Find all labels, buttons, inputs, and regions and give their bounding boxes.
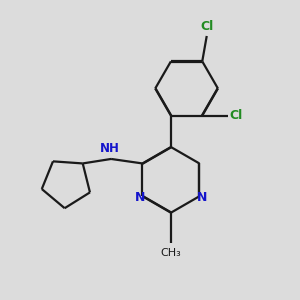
Text: Cl: Cl: [229, 109, 242, 122]
Text: NH: NH: [100, 142, 119, 155]
Text: N: N: [196, 191, 207, 204]
Text: Cl: Cl: [200, 20, 213, 33]
Text: CH₃: CH₃: [160, 248, 181, 258]
Text: N: N: [135, 191, 145, 204]
